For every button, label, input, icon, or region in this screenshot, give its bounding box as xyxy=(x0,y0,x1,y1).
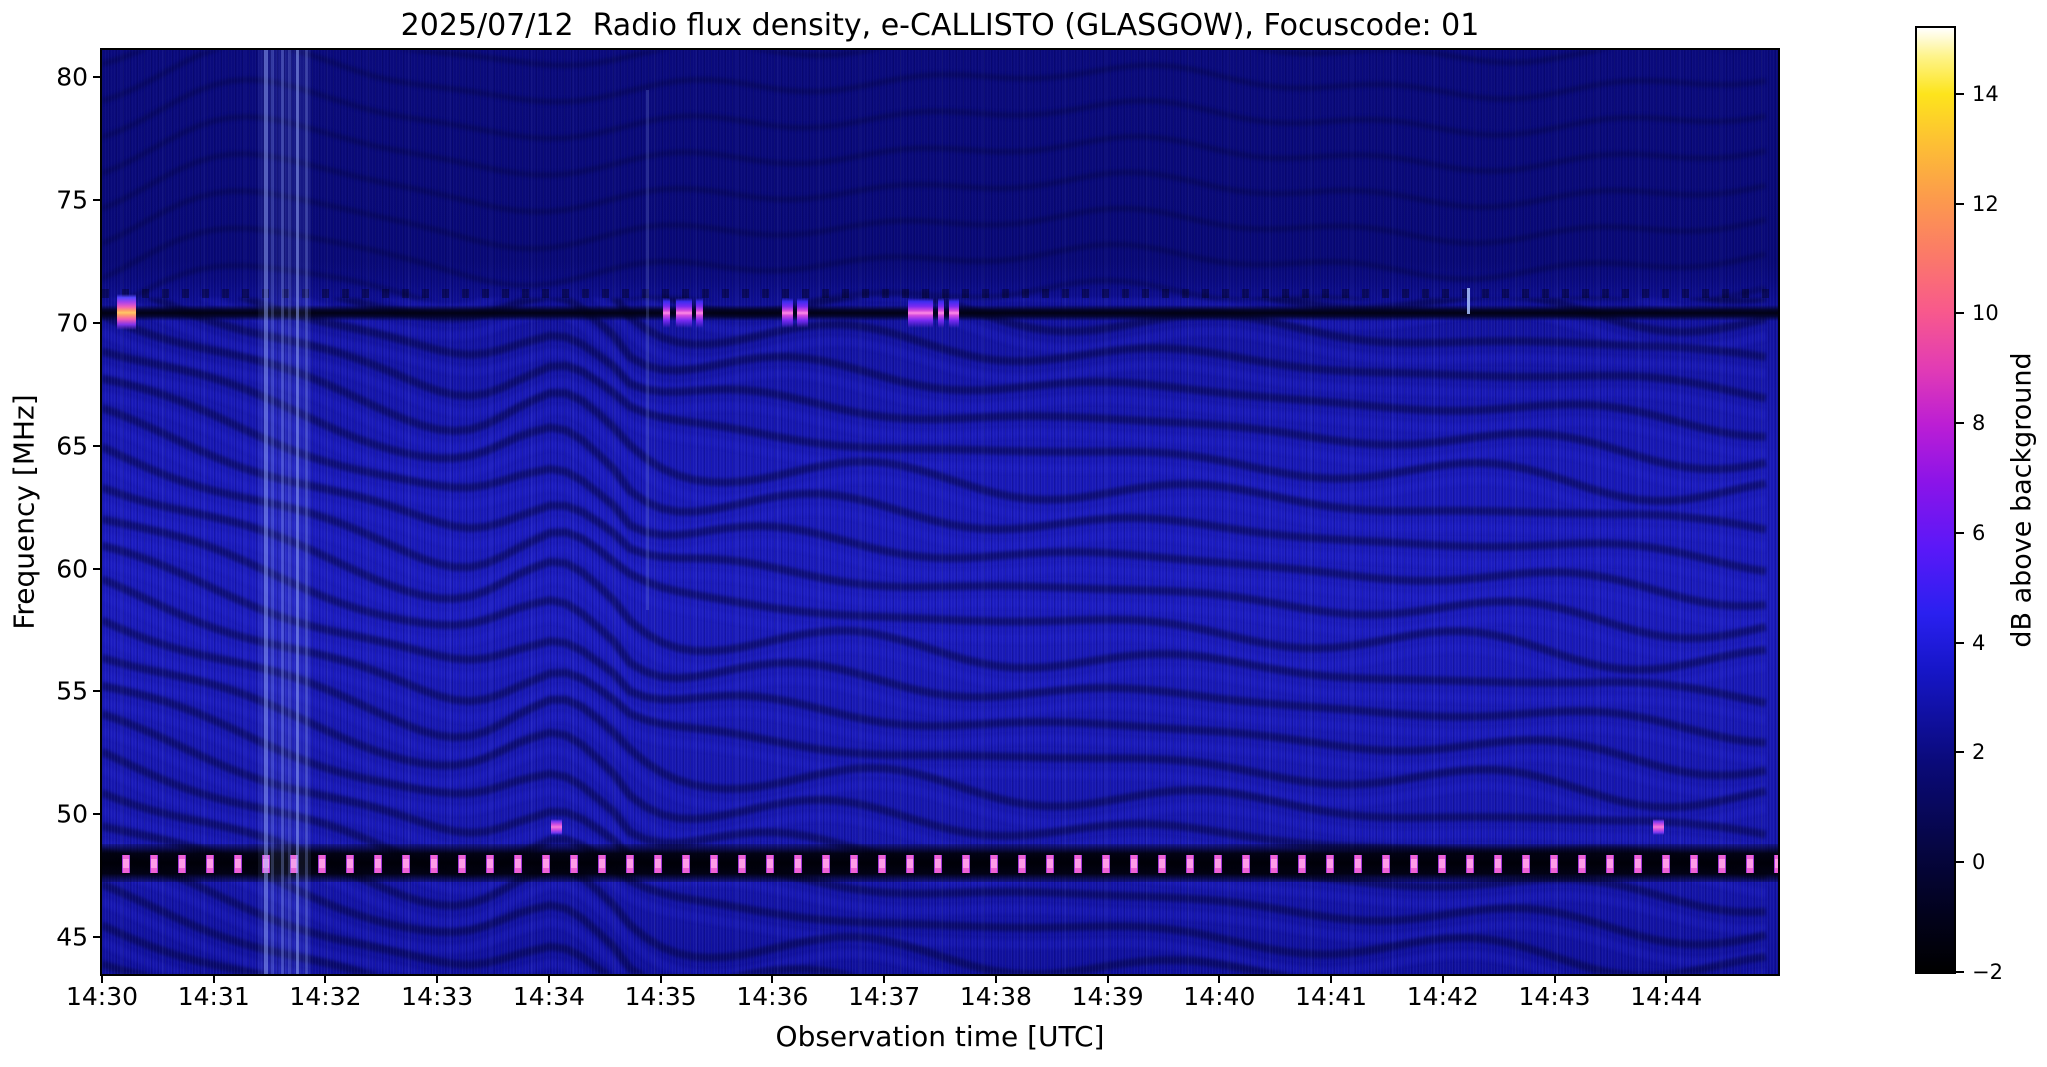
x-tick-mark xyxy=(101,974,103,983)
radio-burst xyxy=(675,297,693,328)
colorbar-label: dB above background xyxy=(2006,352,2038,648)
x-tick-mark xyxy=(1330,974,1333,983)
radio-burst xyxy=(116,293,136,330)
colorbar-gradient xyxy=(1917,28,1954,972)
y-tick-label: 50 xyxy=(56,799,88,829)
x-tick-label: 14:42 xyxy=(1406,982,1479,1011)
y-tick-label: 80 xyxy=(56,62,88,92)
vertical-striation-texture xyxy=(102,50,1778,974)
x-tick-mark xyxy=(324,974,327,983)
x-tick-mark xyxy=(547,974,550,983)
interference-streak xyxy=(295,50,300,974)
x-tick-label: 14:38 xyxy=(959,982,1032,1011)
radio-burst xyxy=(949,297,959,328)
y-tick-label: 45 xyxy=(56,922,88,952)
x-tick-mark xyxy=(1553,974,1556,983)
colorbar-tick-mark xyxy=(1956,312,1964,315)
rfi-pink-dash-cores xyxy=(102,859,1778,869)
y-tick-mark xyxy=(93,198,102,201)
interference-streak xyxy=(280,50,284,974)
x-tick-mark xyxy=(1441,974,1444,983)
x-tick-mark xyxy=(436,974,439,983)
y-tick-label: 60 xyxy=(56,554,88,584)
colorbar-tick-mark xyxy=(1956,531,1964,534)
colorbar-tick-label: 6 xyxy=(1972,520,1986,545)
rfi-line-faint-dashes xyxy=(102,289,1778,299)
x-tick-label: 14:30 xyxy=(65,982,139,1011)
colorbar-tick-label: 14 xyxy=(1972,81,1999,106)
x-tick-mark xyxy=(994,974,997,983)
y-tick-mark xyxy=(93,76,102,79)
y-tick-label: 65 xyxy=(56,431,88,461)
x-tick-label: 14:39 xyxy=(1071,982,1144,1011)
x-tick-label: 14:36 xyxy=(736,982,809,1011)
x-tick-label: 14:34 xyxy=(512,982,585,1011)
x-tick-mark xyxy=(659,974,662,983)
interference-streak-wash xyxy=(258,50,311,974)
x-tick-mark xyxy=(212,974,215,983)
x-tick-mark xyxy=(1106,974,1109,983)
y-tick-label: 70 xyxy=(56,308,88,338)
y-tick-mark xyxy=(93,813,102,816)
colorbar-tick-mark xyxy=(1956,971,1964,973)
colorbar xyxy=(1917,28,1954,972)
colorbar-tick-label: 8 xyxy=(1972,411,1986,436)
colorbar-tick-mark xyxy=(1956,422,1964,425)
x-axis-label: Observation time [UTC] xyxy=(775,1020,1105,1053)
point-burst xyxy=(550,818,562,835)
colorbar-tick-mark xyxy=(1956,641,1964,644)
x-tick-mark xyxy=(883,974,886,983)
y-tick-mark xyxy=(93,567,102,570)
x-tick-label: 14:37 xyxy=(848,982,921,1011)
x-tick-label: 14:32 xyxy=(289,982,362,1011)
x-tick-label: 14:43 xyxy=(1518,982,1591,1011)
colorbar-tick-mark xyxy=(1956,861,1964,864)
colorbar-tick-mark xyxy=(1956,751,1964,754)
x-tick-label: 14:40 xyxy=(1183,982,1256,1011)
y-axis-label: Frequency [MHz] xyxy=(7,394,41,630)
interference-streak xyxy=(264,50,268,974)
colorbar-tick-mark xyxy=(1956,92,1964,95)
radio-burst xyxy=(696,297,704,328)
x-tick-label: 14:41 xyxy=(1295,982,1368,1011)
x-tick-label: 14:44 xyxy=(1630,982,1703,1011)
radio-burst xyxy=(662,297,670,328)
radio-burst xyxy=(908,297,933,328)
colorbar-tick-label: −2 xyxy=(1972,960,2003,984)
colorbar-tick-label: 12 xyxy=(1972,191,1999,216)
plot-area xyxy=(102,50,1778,974)
spark-streak xyxy=(1467,287,1470,314)
radio-burst xyxy=(796,297,808,328)
y-tick-mark xyxy=(93,321,102,324)
y-tick-label: 55 xyxy=(56,676,88,706)
interference-streak xyxy=(271,50,275,974)
x-tick-mark xyxy=(771,974,774,983)
interference-fringe-pattern xyxy=(102,50,1768,974)
upper-band-shading xyxy=(102,50,1778,308)
interference-streak xyxy=(304,50,308,974)
radio-burst xyxy=(938,297,945,328)
chart-title: 2025/07/12 Radio flux density, e-CALLIST… xyxy=(400,8,1480,43)
x-tick-label: 14:35 xyxy=(624,982,697,1011)
y-tick-mark xyxy=(93,936,102,939)
y-tick-label: 75 xyxy=(56,185,88,215)
x-tick-label: 14:33 xyxy=(401,982,474,1011)
colorbar-tick-label: 4 xyxy=(1972,630,1986,655)
interference-streak xyxy=(645,90,649,610)
radio-burst xyxy=(781,297,793,328)
x-tick-label: 14:31 xyxy=(177,982,250,1011)
colorbar-tick-label: 0 xyxy=(1972,850,1986,875)
rfi-line-dashed-pink xyxy=(102,844,1778,883)
point-burst xyxy=(1653,818,1665,835)
colorbar-tick-mark xyxy=(1956,202,1964,205)
y-tick-mark xyxy=(93,690,102,693)
x-tick-mark xyxy=(1665,974,1668,983)
colorbar-tick-label: 10 xyxy=(1972,301,1999,326)
y-tick-mark xyxy=(93,444,102,447)
x-tick-mark xyxy=(1218,974,1221,983)
interference-streak xyxy=(288,50,291,974)
colorbar-tick-label: 2 xyxy=(1972,740,1986,765)
